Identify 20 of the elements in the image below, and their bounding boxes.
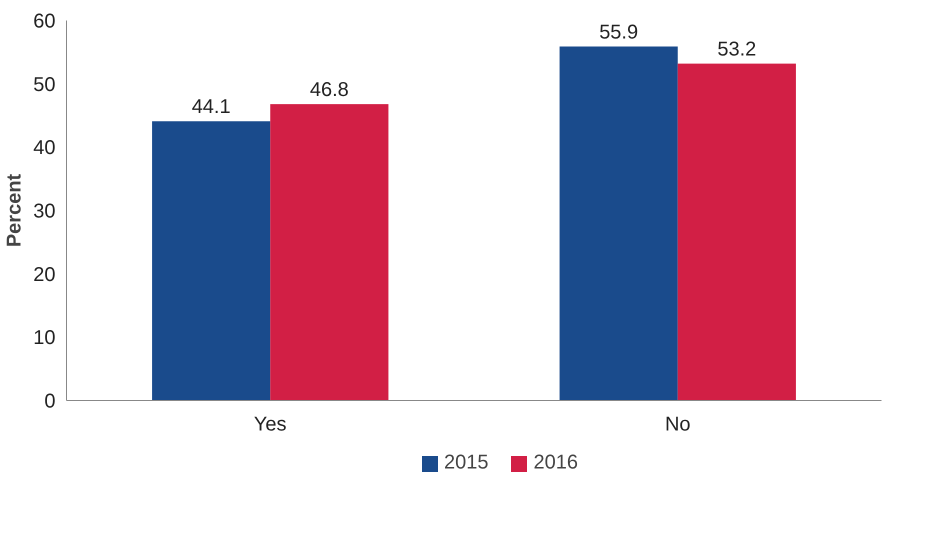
bar (152, 121, 270, 400)
y-tick-label: 30 (33, 200, 56, 222)
bar (678, 64, 796, 400)
y-tick-label: 50 (33, 74, 56, 96)
data-label: 55.9 (599, 21, 638, 44)
data-label: 53.2 (717, 38, 756, 61)
x-tick-label: No (664, 414, 691, 436)
bar (270, 104, 388, 400)
data-label: 46.8 (310, 79, 349, 102)
x-tick-label: Yes (254, 414, 287, 436)
y-tick-label: 20 (33, 264, 56, 286)
legend-label: 2016 (534, 452, 578, 474)
bar (560, 46, 678, 400)
y-axis-title: Percent (3, 173, 26, 248)
y-tick-label: 60 (33, 10, 56, 32)
legend-label: 2015 (444, 452, 488, 474)
data-label: 44.1 (192, 96, 231, 118)
y-tick-label: 10 (33, 327, 56, 350)
y-tick-label: 0 (44, 390, 56, 412)
y-tick-label: 40 (33, 137, 56, 160)
